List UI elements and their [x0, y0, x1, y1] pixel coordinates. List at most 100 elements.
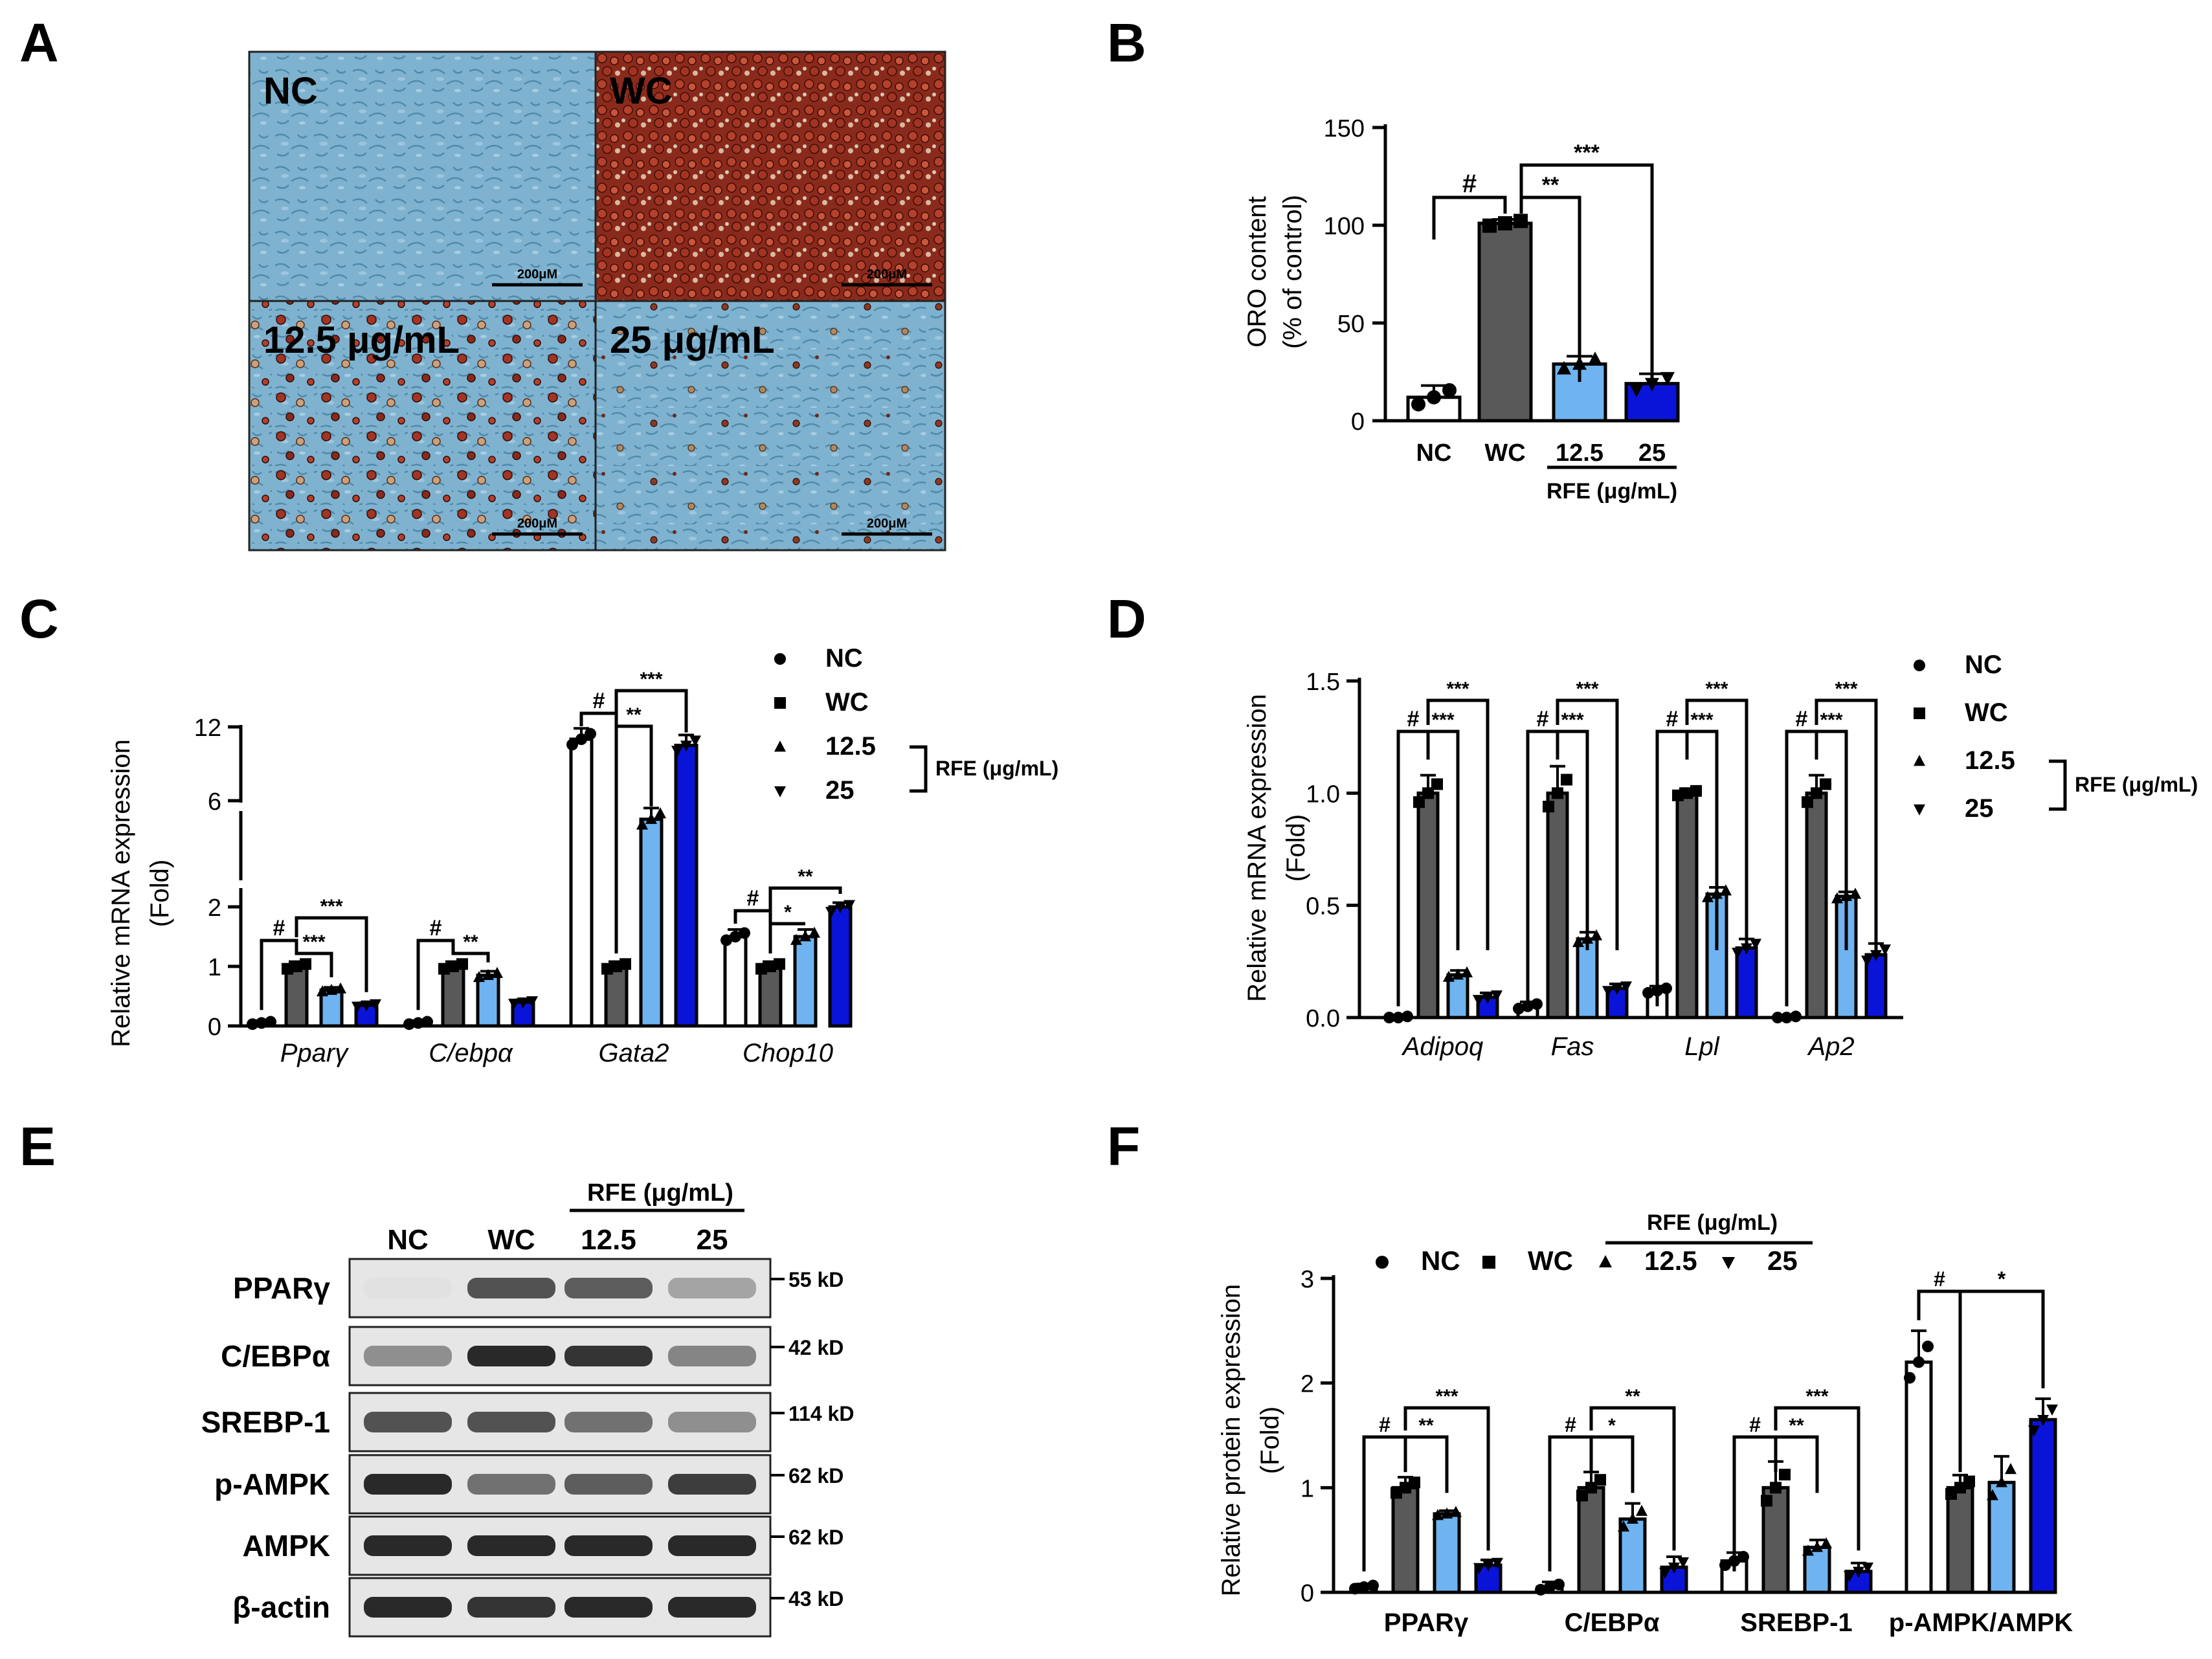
e-band: [364, 1346, 452, 1366]
b-ann2-sig: **: [1542, 173, 1559, 197]
f-bar: [1905, 1360, 1933, 1594]
c-point: [636, 818, 648, 830]
f-legend-r25: 25: [1767, 1245, 1798, 1276]
f-point: [1627, 1512, 1638, 1524]
b-ytick-label: 50: [1337, 311, 1365, 338]
c-point: [403, 1018, 415, 1030]
c-point: [282, 963, 293, 975]
f-bar: [1391, 1486, 1420, 1594]
e-row-label: SREBP-1: [201, 1405, 330, 1439]
c-axis-break: [236, 880, 246, 888]
f-bar: [2029, 1418, 2057, 1594]
f-point: [1473, 1563, 1485, 1574]
c-point: [671, 746, 683, 757]
f-point: [1441, 1507, 1453, 1519]
c-ytick-label: 12: [194, 715, 221, 742]
d-legend-marker: [1914, 707, 1925, 719]
panel-letter-B: B: [1107, 12, 1146, 73]
c-point: [473, 971, 485, 983]
d-point: [1732, 948, 1743, 959]
e-band: [564, 1535, 653, 1556]
c-ann-sig: ***: [320, 896, 342, 917]
c-ann-bracket: [416, 939, 455, 1010]
f-point: [1659, 1568, 1671, 1579]
d-legend-marker: [1914, 660, 1925, 671]
d-point: [1392, 1012, 1404, 1023]
f-point: [2005, 1463, 2016, 1475]
e-band: [467, 1346, 555, 1366]
d-point: [1870, 950, 1882, 961]
d-ylabel: Relative mRNA expression: [1243, 694, 1271, 1002]
d-point: [1531, 998, 1543, 1010]
d-ylabel2: (Fold): [1282, 814, 1310, 882]
d-xtick-label: Adipoq: [1402, 1032, 1484, 1061]
e-band: [668, 1346, 756, 1366]
e-row-label: AMPK: [243, 1529, 330, 1563]
f-ylabel2: (Fold): [1256, 1407, 1284, 1474]
d-legend-r125: 12.5: [1965, 746, 2015, 775]
f-xtick-label: C/EBPα: [1565, 1609, 1660, 1637]
d-ann-sig: ***: [1835, 678, 1857, 700]
c-ann-sig: ***: [302, 931, 325, 953]
b-point: [1660, 372, 1675, 386]
e-size-label: 114 kD: [788, 1402, 854, 1425]
b-point: [1411, 397, 1425, 412]
f-point: [1802, 1544, 1814, 1556]
f-ann-sig: **: [1789, 1415, 1804, 1436]
f-point: [1770, 1482, 1782, 1494]
panel-letter-A: A: [19, 12, 59, 73]
d-ann-sig: ***: [1576, 678, 1598, 700]
f-ylabel: Relative protein expression: [1217, 1284, 1246, 1596]
f-point: [1367, 1579, 1379, 1592]
f-point: [1553, 1578, 1565, 1590]
f-ann-sig: **: [1625, 1386, 1640, 1407]
c-ann-bracket: [295, 950, 333, 977]
f-point: [1594, 1474, 1606, 1486]
f-ytick-label: 1: [1301, 1475, 1314, 1502]
c-bar: [758, 964, 783, 1028]
f-point: [1358, 1581, 1370, 1593]
f-ann-sig: *: [1608, 1415, 1616, 1436]
c-point: [291, 961, 302, 972]
b-ann3-sig: ***: [1574, 140, 1600, 165]
f-point: [1844, 1570, 1855, 1583]
d-ann-sig: ***: [1431, 709, 1454, 731]
c-point: [456, 958, 468, 970]
c-point: [765, 961, 776, 972]
f-legend-marker: [1599, 1255, 1612, 1267]
d-bar: [1675, 791, 1699, 1019]
d-legend-bracket: [2049, 759, 2067, 811]
f-ann-sig: ***: [1805, 1386, 1828, 1407]
c-point: [575, 733, 587, 745]
e-lane-label: WC: [487, 1224, 535, 1256]
f-point: [1719, 1559, 1731, 1571]
f-ann-sig: ***: [1435, 1386, 1458, 1407]
e-band: [668, 1597, 756, 1618]
f-point: [1913, 1356, 1925, 1368]
d-bar: [1576, 937, 1599, 1019]
c-point: [421, 1016, 433, 1028]
d-point: [1681, 787, 1693, 799]
f-legend-NC: NC: [1421, 1245, 1460, 1276]
b-ytick-label: 150: [1324, 115, 1365, 142]
c-point: [247, 1018, 258, 1030]
d-xtick-label: Fas: [1551, 1032, 1594, 1061]
b-point: [1442, 383, 1457, 397]
c-ann-sig: ***: [640, 669, 662, 690]
c-point: [843, 900, 855, 911]
c-xtick-label: Gata2: [599, 1039, 669, 1067]
f-point: [2037, 1415, 2049, 1427]
f-point: [1954, 1482, 1966, 1494]
c-point: [610, 961, 622, 972]
scale-bar-label: 200μM: [867, 267, 907, 282]
d-bar: [1735, 946, 1758, 1019]
d-point: [1861, 955, 1873, 967]
d-ytick-label: 0.5: [1306, 893, 1340, 920]
f-point: [1945, 1488, 1957, 1500]
d-ann-bracket: [1815, 698, 1878, 950]
f-point: [1996, 1476, 2007, 1487]
micrograph-label: 12.5 μg/mL: [263, 319, 460, 361]
e-band: [668, 1535, 756, 1556]
f-legend-marker: [1482, 1256, 1495, 1269]
e-size-label: 42 kD: [788, 1336, 843, 1359]
